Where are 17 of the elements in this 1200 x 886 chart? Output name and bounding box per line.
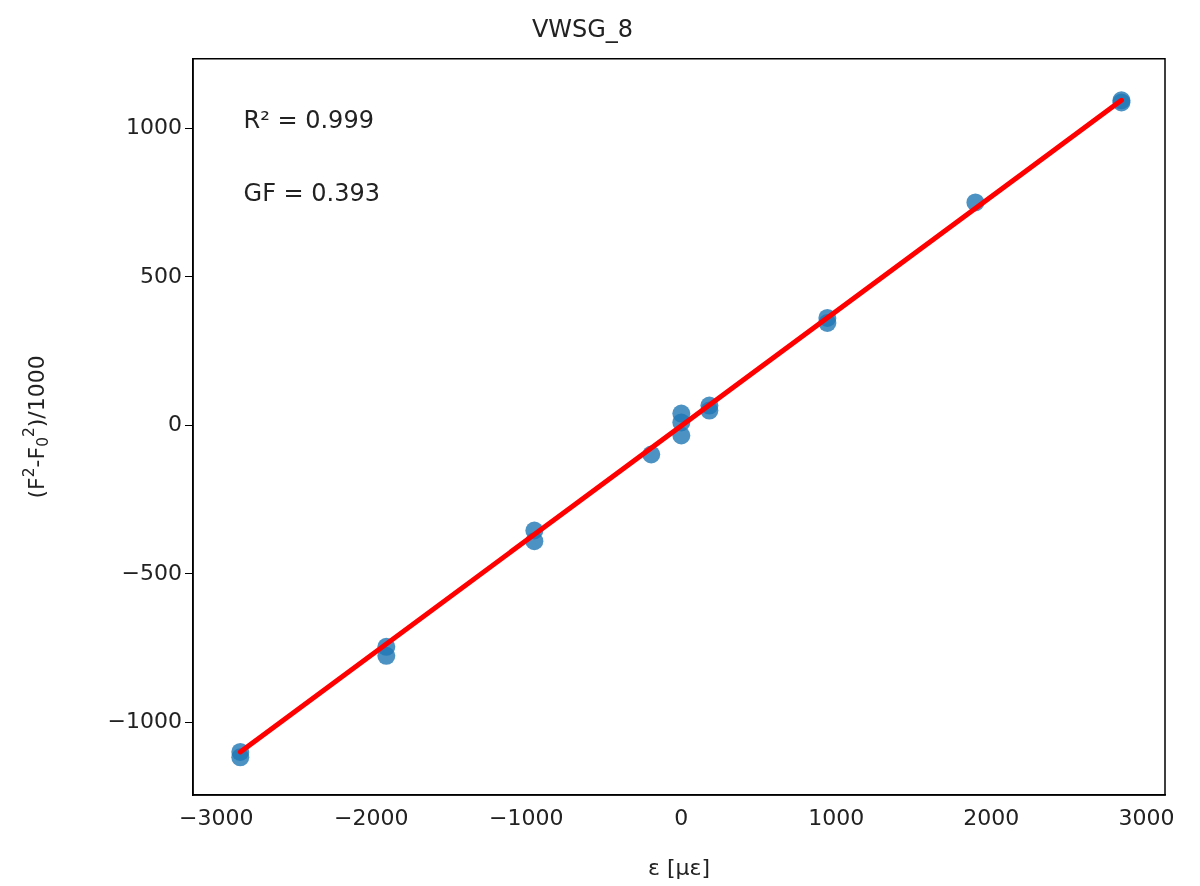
annotation: GF = 0.393 [243,179,381,208]
annotation: R² = 0.999 [243,105,374,134]
y-tick-label: −500 [121,559,182,585]
x-tick-label: 3000 [1118,804,1175,830]
x-tick-label: −1000 [489,804,564,830]
y-tick-label: −1000 [107,707,182,733]
x-tick-label: 1000 [808,804,865,830]
x-tick-label: −2000 [334,804,409,830]
y-tick-label: 0 [168,411,182,437]
y-tick-label: 1000 [126,114,182,140]
y-tick-label: 500 [140,262,182,288]
x-tick-label: 2000 [963,804,1020,830]
y-axis-title: (F2-F02)/1000 [20,355,52,499]
chart-title: VWSG_8 [531,14,634,43]
x-tick-label: 0 [674,804,689,830]
x-axis-title: ε [με] [648,854,710,880]
x-tick-label: −3000 [179,804,254,830]
